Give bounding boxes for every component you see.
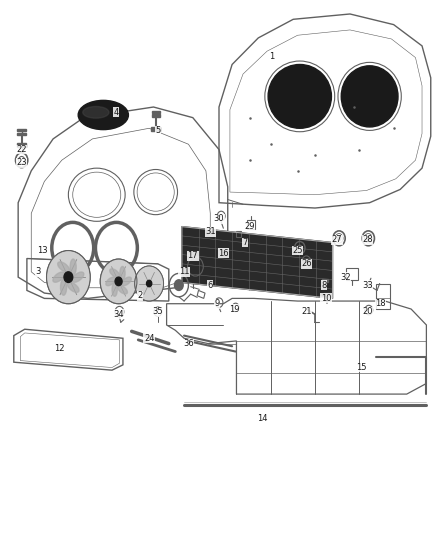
Text: 14: 14 <box>258 414 268 423</box>
Text: 1: 1 <box>269 52 274 61</box>
Ellipse shape <box>121 277 131 286</box>
Polygon shape <box>182 227 332 298</box>
Text: 25: 25 <box>292 246 303 255</box>
Text: 32: 32 <box>340 273 351 281</box>
Ellipse shape <box>53 272 65 282</box>
Circle shape <box>115 277 122 286</box>
Bar <box>152 111 159 114</box>
Bar <box>17 143 26 147</box>
Ellipse shape <box>118 285 127 294</box>
Circle shape <box>101 260 136 303</box>
Circle shape <box>337 236 341 240</box>
Text: 8: 8 <box>321 280 326 289</box>
Circle shape <box>136 267 162 300</box>
Ellipse shape <box>268 64 332 128</box>
Bar <box>17 129 26 131</box>
Circle shape <box>47 252 89 303</box>
Text: 15: 15 <box>356 363 366 372</box>
Text: 20: 20 <box>362 307 373 316</box>
Ellipse shape <box>120 266 125 280</box>
Text: 23: 23 <box>16 158 27 167</box>
Ellipse shape <box>60 279 67 295</box>
Bar <box>321 279 328 282</box>
Text: 7: 7 <box>243 238 248 247</box>
Text: 35: 35 <box>152 307 163 316</box>
Bar <box>152 115 159 117</box>
Ellipse shape <box>78 100 128 130</box>
Text: 6: 6 <box>208 280 213 289</box>
Circle shape <box>174 280 183 290</box>
Ellipse shape <box>106 277 116 286</box>
Text: 21: 21 <box>301 307 311 316</box>
Circle shape <box>147 280 152 287</box>
Ellipse shape <box>67 282 79 293</box>
Ellipse shape <box>112 283 117 296</box>
Bar <box>247 220 255 229</box>
Ellipse shape <box>58 262 70 272</box>
Text: 13: 13 <box>37 246 47 255</box>
Text: 3: 3 <box>35 268 40 276</box>
Ellipse shape <box>341 66 398 127</box>
Text: 9: 9 <box>214 299 219 308</box>
Text: 31: 31 <box>205 228 215 237</box>
Text: 24: 24 <box>144 334 154 343</box>
Text: 34: 34 <box>113 310 124 319</box>
Text: 5: 5 <box>155 126 160 135</box>
Text: 10: 10 <box>321 294 331 303</box>
Ellipse shape <box>70 259 76 275</box>
Text: 27: 27 <box>332 236 342 245</box>
Bar <box>236 231 241 237</box>
Text: 16: 16 <box>218 249 229 258</box>
Text: 30: 30 <box>214 214 224 223</box>
Text: 17: 17 <box>187 252 198 260</box>
Ellipse shape <box>72 272 84 282</box>
Text: 18: 18 <box>375 299 386 308</box>
Text: 36: 36 <box>183 339 194 348</box>
Text: 12: 12 <box>54 344 65 353</box>
Circle shape <box>64 272 73 282</box>
Text: 2: 2 <box>138 291 143 300</box>
Bar <box>346 268 358 280</box>
Bar <box>376 284 390 309</box>
Text: 29: 29 <box>244 222 255 231</box>
Text: 28: 28 <box>362 236 373 245</box>
Text: 33: 33 <box>362 280 373 289</box>
Ellipse shape <box>83 107 109 118</box>
Text: 26: 26 <box>301 260 311 268</box>
Bar <box>17 133 26 135</box>
Circle shape <box>367 236 370 240</box>
Bar <box>324 293 330 296</box>
Text: 22: 22 <box>16 145 27 154</box>
Text: 11: 11 <box>179 268 189 276</box>
Text: 19: 19 <box>229 304 240 313</box>
Ellipse shape <box>110 269 120 277</box>
Circle shape <box>297 245 302 251</box>
Bar <box>151 127 160 131</box>
Text: 4: 4 <box>114 108 119 117</box>
